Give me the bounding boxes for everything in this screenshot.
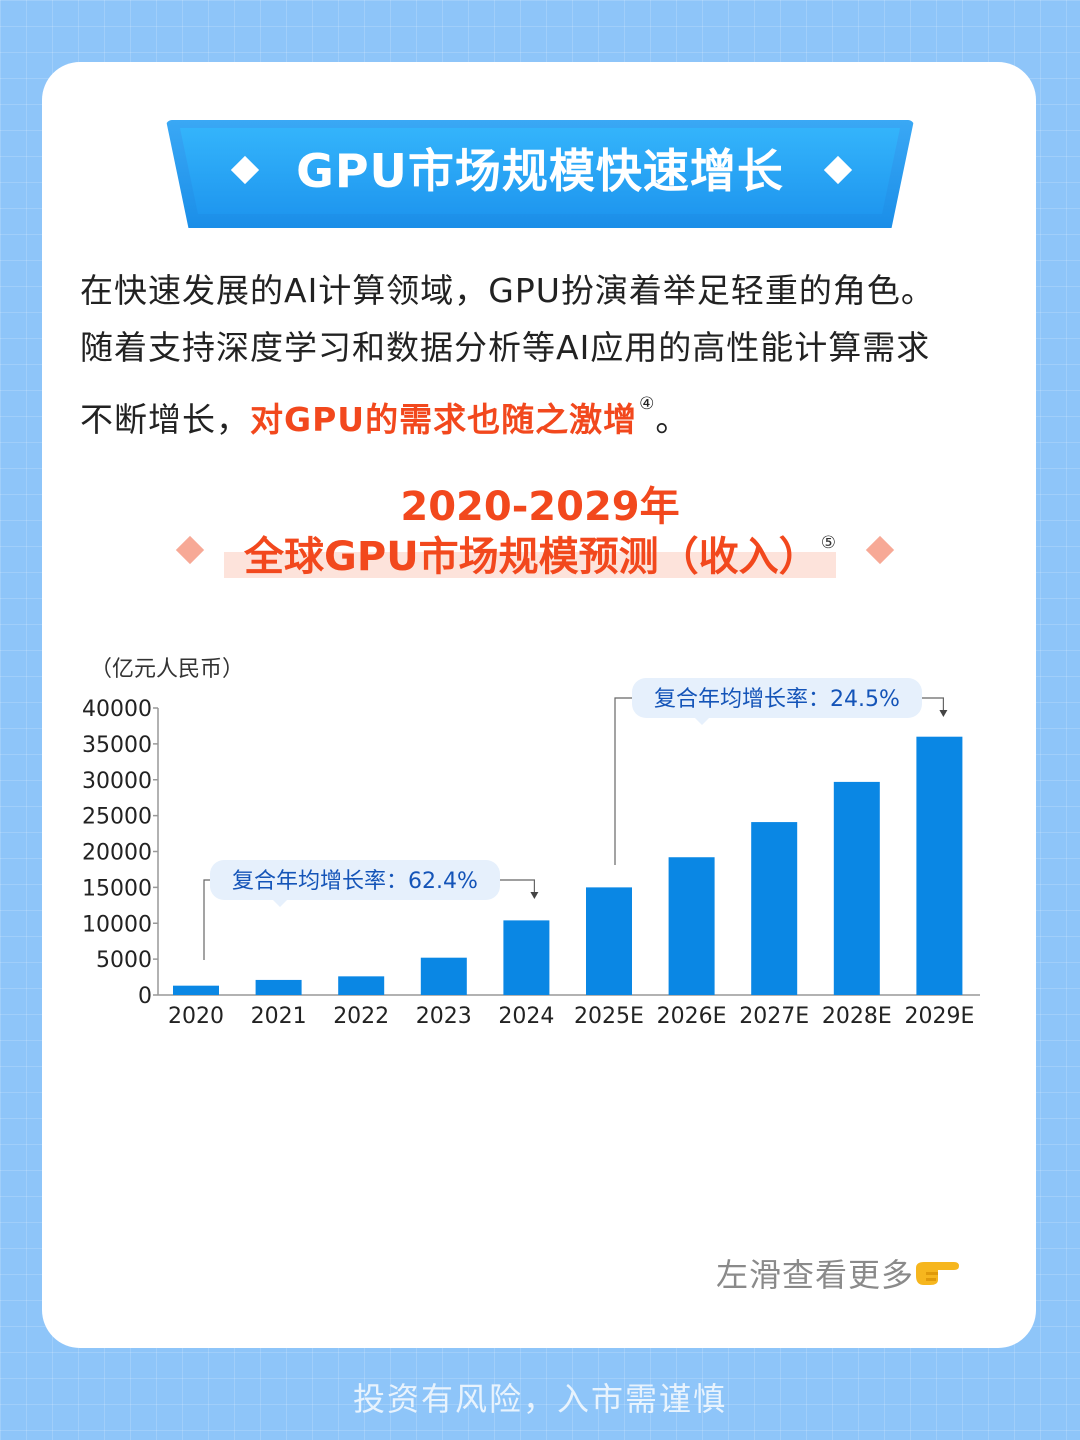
bar-2021 [255, 979, 302, 995]
chart-axes: 0 5000 10000 15000 20000 25000 30000 35000 40000 [82, 697, 980, 1009]
risk-disclaimer: 投资有风险，入市需谨慎 [352, 1380, 727, 1418]
intro-paragraph: 在快速发展的AI计算领域，GPU扮演着举足轻重的角色。 随着支持深度学习和数据分… [80, 262, 1010, 448]
y-tick-label: 10000 [82, 912, 152, 937]
x-tick-label: 2021 [251, 1004, 307, 1029]
y-tick-label: 30000 [82, 769, 152, 794]
bar-2028E [833, 781, 880, 995]
annotation-label: 复合年均增长率：24.5% [654, 687, 900, 712]
y-tick-label: 15000 [82, 876, 152, 901]
bar-2025E [586, 887, 632, 995]
annotation-arrow-icon [939, 710, 948, 717]
annotation-connector [614, 697, 632, 865]
bar-2024 [503, 920, 550, 995]
intro-line-3-start: 不断增长， [80, 400, 250, 439]
annotation-connector [500, 879, 536, 897]
chart-title-years: 2020-2029年 [400, 484, 680, 530]
swipe-hint[interactable]: 左滑查看更多 [716, 1250, 960, 1296]
x-tick-label: 2022 [333, 1004, 389, 1029]
intro-highlight: 对GPU的需求也随之激增 [250, 400, 638, 439]
bar-chart: （亿元人民币） 0 5000 10000 15000 20000 25000 30000 35… [82, 657, 980, 1029]
annotation-pointer [272, 899, 288, 907]
bar-2022 [338, 976, 385, 995]
annotation-pointer [694, 717, 710, 725]
footnote-ref: ④ [639, 394, 656, 414]
chart-title-text: 全球GPU市场规模预测（收入） [244, 534, 819, 580]
annotation-box [210, 860, 500, 900]
x-tick-labels: 2020 2021 2022 2023 2024 2025E 2026E 2027E 2028E… [168, 1004, 974, 1029]
annotation-connector [922, 697, 945, 715]
x-tick-label: 2027E [739, 1004, 809, 1029]
y-tick-label: 35000 [82, 733, 152, 758]
bar-2026E [668, 857, 715, 995]
title-highlight-bar [224, 552, 836, 578]
intro-line-2: 随着支持深度学习和数据分析等AI应用的高性能计算需求 [80, 328, 931, 367]
y-tick-label: 40000 [82, 697, 152, 722]
x-tick-label: 2020 [168, 1004, 224, 1029]
footnote-ref: ⑤ [820, 533, 836, 553]
intro-line-3-end: 。 [655, 400, 690, 439]
y-tick-label: 0 [138, 984, 152, 1009]
x-tick-label: 2023 [416, 1004, 472, 1029]
chart-title: 全球GPU市场规模预测（收入） ⑤ [0, 524, 1080, 582]
annotation-label: 复合年均增长率：62.4% [232, 869, 478, 894]
chart-annotations: 复合年均增长率：62.4% 复合年均增长率：24.5% [203, 678, 948, 960]
y-tick-label: 5000 [96, 948, 152, 973]
annotation-connector [203, 879, 210, 960]
x-tick-label: 2029E [904, 1004, 974, 1029]
bar-2027E [751, 822, 798, 995]
x-tick-label: 2028E [822, 1004, 892, 1029]
annotation-box [632, 678, 922, 718]
bar-2020 [173, 985, 219, 995]
y-unit-label: （亿元人民币） [90, 657, 244, 682]
annotation-arrow-icon [530, 892, 539, 899]
y-tick-label: 20000 [82, 841, 152, 866]
x-tick-label: 2025E [574, 1004, 644, 1029]
title-banner-inner [180, 128, 900, 214]
bar-2029E [916, 736, 963, 995]
chart-bars [173, 736, 963, 995]
page-title: GPU市场规模快速增长 [296, 144, 784, 198]
pointing-hand-icon [914, 1256, 960, 1294]
y-tick-label: 25000 [82, 805, 152, 830]
x-tick-label: 2026E [657, 1004, 727, 1029]
bar-2023 [420, 957, 467, 995]
intro-line-1: 在快速发展的AI计算领域，GPU扮演着举足轻重的角色。 [80, 271, 935, 310]
intro-line-3: 不断增长，对GPU的需求也随之激增 ④。 [80, 376, 1010, 448]
x-tick-label: 2024 [498, 1004, 554, 1029]
swipe-hint-label: 左滑查看更多 [716, 1256, 915, 1294]
